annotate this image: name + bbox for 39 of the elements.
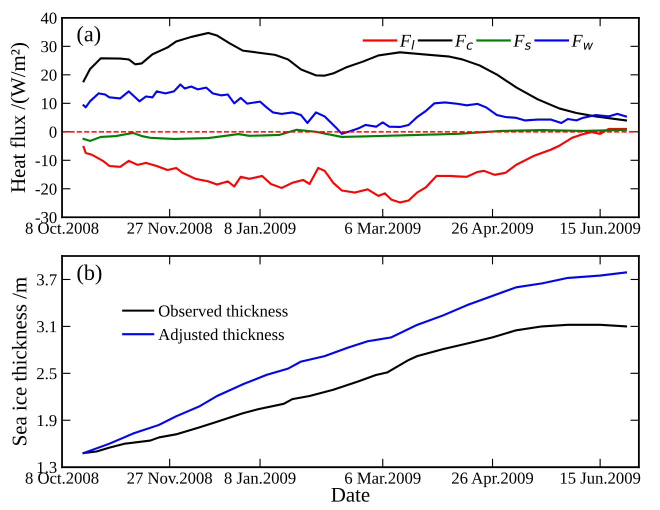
y-tick-label: 20: [41, 70, 57, 81]
line-series: [82, 324, 628, 454]
x-tick-label: 26 Apr.2009: [452, 472, 534, 488]
legend-label: Adjusted thickness: [158, 328, 284, 344]
y-tick-label: -10: [36, 154, 57, 166]
x-tick-label: 6 Mar.2009: [345, 472, 420, 484]
x-tick-label: 8 Oct.2008: [26, 222, 98, 234]
legend-label: F$_{c}$: [454, 34, 473, 50]
x-tick-label: 27 Nov.2008: [127, 472, 212, 484]
x-tick-label: 15 Jun.2009: [560, 222, 640, 234]
y-tick-label: 1.9: [38, 414, 56, 426]
y-axis-title: Heat flux /(W/m²): [10, 43, 30, 192]
annotation: (b): [77, 264, 102, 285]
x-tick-label: 8 Oct.2008: [26, 472, 98, 484]
x-tick-label: 8 Jan.2009: [224, 472, 296, 484]
y-tick-label: 2.5: [37, 368, 57, 380]
y-tick-label: 30: [41, 41, 57, 52]
y-axis-title: Sea ice thickness /m: [12, 277, 27, 445]
x-axis-title: Date: [331, 488, 370, 502]
y-tick-label: 1.3: [38, 462, 57, 474]
y-tick-label: 3.1: [37, 321, 56, 332]
y-tick-label: -20: [36, 183, 57, 195]
y-tick-label: 0: [49, 126, 57, 138]
legend-label: Observed thickness: [158, 304, 288, 317]
line-series: [82, 128, 628, 142]
y-tick-label: 3.7: [37, 274, 57, 286]
x-tick-label: 26 Apr.2009: [452, 222, 534, 238]
line-series: [82, 83, 628, 135]
y-tick-label: 40: [40, 12, 57, 24]
x-tick-label: 8 Jan.2009: [224, 222, 296, 234]
legend-label: F$_{s}$: [513, 34, 531, 50]
annotation: (a): [77, 26, 100, 46]
x-tick-label: 27 Nov.2008: [127, 222, 212, 234]
x-tick-label: 6 Mar.2009: [345, 222, 420, 234]
legend-label: F$_{l}$: [400, 34, 415, 50]
x-tick-label: 15 Jun.2009: [560, 472, 640, 484]
y-tick-label: -30: [36, 212, 57, 224]
legend-label: F$_{w}$: [571, 34, 594, 50]
y-tick-label: 10: [42, 98, 57, 110]
